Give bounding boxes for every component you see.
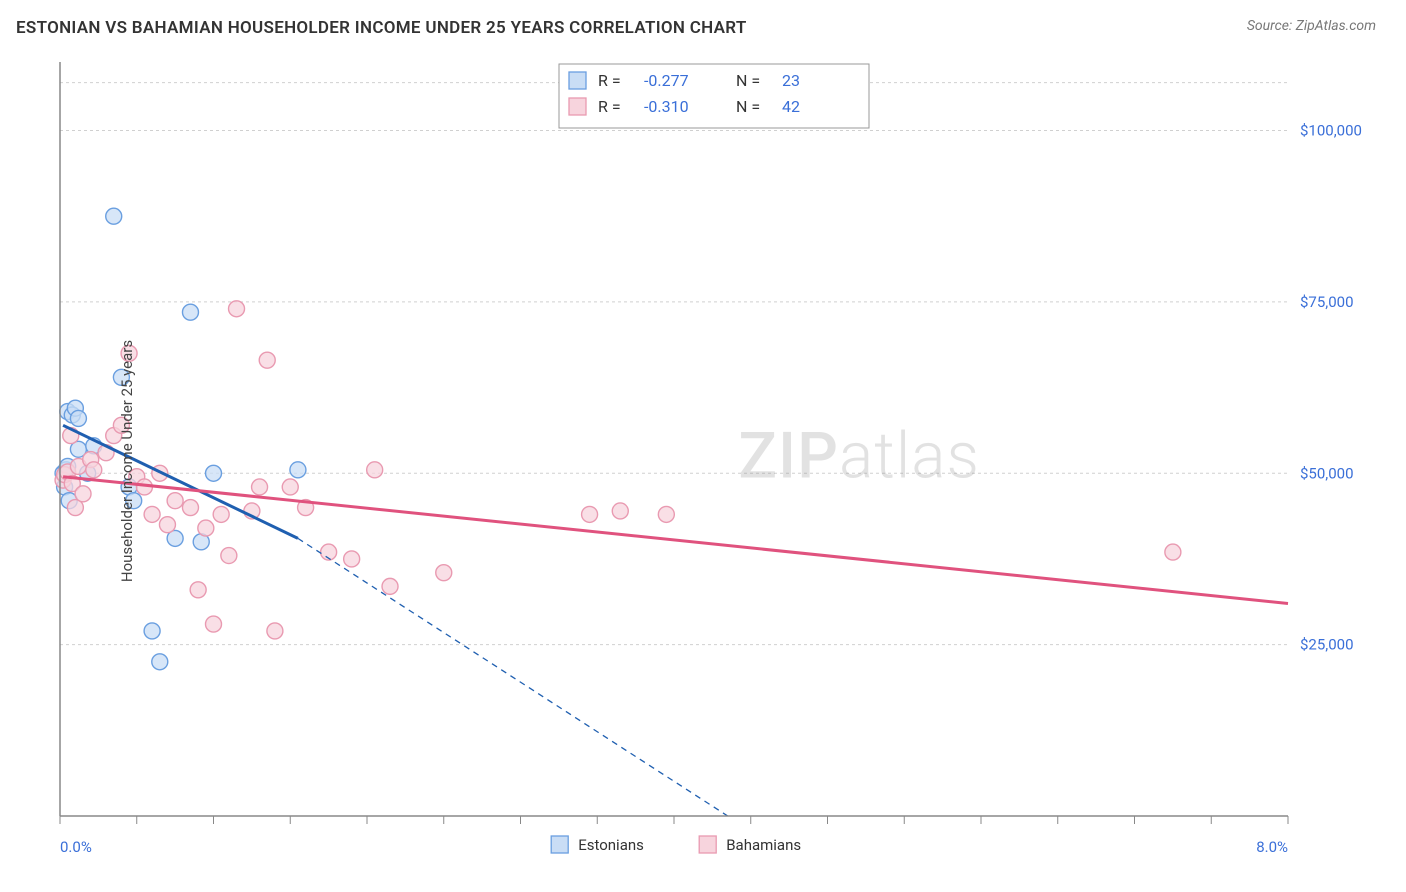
data-point <box>144 623 160 639</box>
legend-n-value: 23 <box>782 71 800 90</box>
data-point <box>282 479 298 495</box>
data-point <box>612 503 628 519</box>
legend-n-label: N = <box>736 71 760 90</box>
data-point <box>182 500 198 516</box>
data-point <box>221 548 237 564</box>
legend-r-value: -0.310 <box>644 97 689 116</box>
y-tick-label: $75,000 <box>1300 293 1354 311</box>
data-point <box>290 462 306 478</box>
data-point <box>198 520 214 536</box>
series-legend-label: Bahamians <box>726 836 801 854</box>
data-point <box>252 479 268 495</box>
data-point <box>159 517 175 533</box>
x-tick-label: 0.0% <box>60 838 92 856</box>
data-point <box>1165 544 1181 560</box>
data-point <box>182 304 198 320</box>
chart-title: ESTONIAN VS BAHAMIAN HOUSEHOLDER INCOME … <box>16 18 747 38</box>
y-tick-label: $25,000 <box>1300 636 1354 654</box>
data-point <box>229 301 245 317</box>
data-point <box>582 506 598 522</box>
y-axis-label: Householder Income Under 25 years <box>118 340 136 582</box>
data-point <box>75 486 91 502</box>
series-legend-label: Estonians <box>578 836 644 854</box>
data-point <box>382 578 398 594</box>
data-point <box>344 551 360 567</box>
legend-r-label: R = <box>598 71 621 90</box>
trend-line-extrapolated <box>298 538 728 816</box>
data-point <box>206 465 222 481</box>
data-point <box>267 623 283 639</box>
correlation-scatter-chart: ZIPatlas 0.0% 8.0% $25,000 $50,000 $75,000 $10… <box>16 50 1376 872</box>
data-point <box>259 352 275 368</box>
legend-r-value: -0.277 <box>644 71 689 90</box>
data-point <box>70 410 86 426</box>
data-point <box>86 462 102 478</box>
data-point <box>167 493 183 509</box>
data-point <box>658 506 674 522</box>
legend-n-value: 42 <box>782 97 800 116</box>
data-point <box>144 506 160 522</box>
data-point <box>367 462 383 478</box>
data-point <box>213 506 229 522</box>
data-point <box>106 208 122 224</box>
trend-line <box>63 477 1288 604</box>
data-point <box>436 565 452 581</box>
legend-swatch <box>569 98 586 115</box>
x-tick-label: 8.0% <box>1256 838 1288 856</box>
watermark: ZIPatlas <box>738 418 980 493</box>
legend-swatch <box>569 72 586 89</box>
data-point <box>190 582 206 598</box>
source-attribution: Source: ZipAtlas.com <box>1247 18 1376 34</box>
data-point <box>206 616 222 632</box>
y-tick-label: $50,000 <box>1300 464 1354 482</box>
series-legend-swatch <box>551 836 568 853</box>
series-legend-swatch <box>699 836 716 853</box>
legend-n-label: N = <box>736 97 760 116</box>
y-tick-label: $100,000 <box>1300 122 1362 140</box>
legend-r-label: R = <box>598 97 621 116</box>
data-point <box>152 654 168 670</box>
